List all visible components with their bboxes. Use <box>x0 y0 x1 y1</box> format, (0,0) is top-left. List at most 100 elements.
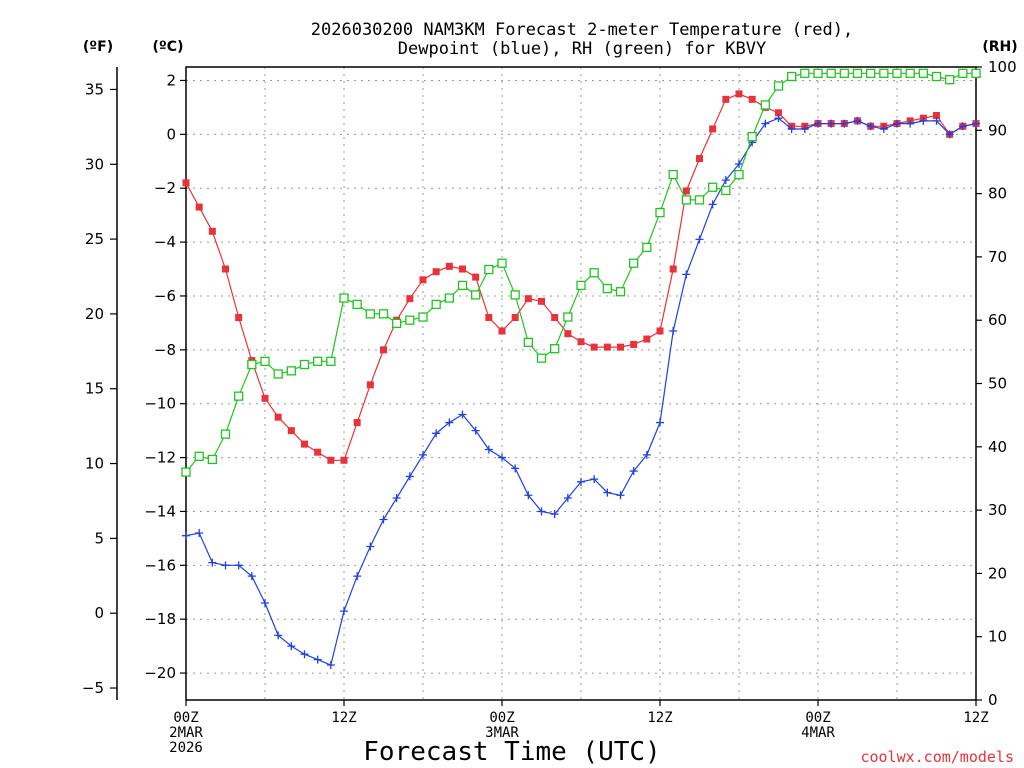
rh-point <box>392 318 402 329</box>
rh-point <box>879 68 889 78</box>
dewpoint-point <box>563 493 572 502</box>
fahrenheit-tick-label: 5 <box>94 529 104 547</box>
temperature-point <box>656 327 664 335</box>
rh-point <box>839 68 849 78</box>
rh-point <box>536 353 547 363</box>
temperature-point <box>551 314 559 322</box>
x-tick-label: 2MAR <box>169 725 203 741</box>
rh-point <box>773 81 784 91</box>
dewpoint-point <box>221 561 230 570</box>
dewpoint-point <box>326 660 335 669</box>
rh-tick-label: 0 <box>988 691 998 709</box>
dewpoint-point <box>234 561 243 570</box>
rh-point <box>352 299 362 310</box>
fahrenheit-unit-label: (ºF) <box>83 39 113 55</box>
dewpoint-point <box>787 124 796 133</box>
rh-point <box>260 356 270 366</box>
temperature-point <box>380 346 387 354</box>
rh-point <box>629 258 639 268</box>
temperature-point <box>669 265 677 273</box>
dewpoint-point <box>353 572 362 581</box>
series-rh <box>181 68 981 477</box>
celsius-tick-label: −20 <box>144 664 176 682</box>
fahrenheit-tick-label: −5 <box>82 679 104 697</box>
rh-point <box>708 182 718 192</box>
rh-point <box>326 356 336 366</box>
temperature-point <box>419 276 427 284</box>
dewpoint-point <box>432 429 441 438</box>
dewpoint-point <box>195 528 204 537</box>
rh-point <box>523 337 533 348</box>
grid-lines <box>186 67 976 700</box>
rh-point <box>958 68 968 78</box>
rh-point <box>813 68 823 78</box>
temperature-point <box>590 343 598 351</box>
rh-point <box>918 68 928 78</box>
dewpoint-point <box>893 119 901 128</box>
dewpoint-point <box>379 515 388 524</box>
rh-point <box>378 309 389 319</box>
temperature-point <box>235 314 243 322</box>
rh-point <box>510 290 520 300</box>
dewpoint-point <box>721 176 730 185</box>
temperature-point <box>643 335 651 343</box>
rh-point <box>826 68 836 78</box>
temperature-point <box>274 413 282 421</box>
x-axis-label: Forecast Time (UTC) <box>363 737 660 767</box>
celsius-tick-label: 2 <box>166 71 176 89</box>
dewpoint-point <box>590 475 599 484</box>
dewpoint-point <box>827 119 836 128</box>
rh-point <box>681 195 691 205</box>
dewpoint-point <box>405 472 414 481</box>
dewpoint-point <box>761 119 770 128</box>
fahrenheit-tick-label: 15 <box>85 380 104 398</box>
rh-tick-label: 100 <box>988 58 1017 76</box>
dewpoint-point <box>392 493 401 502</box>
dewpoint-point <box>300 650 309 659</box>
celsius-tick-label: 0 <box>166 125 176 143</box>
temperature-point <box>287 427 295 435</box>
x-tick-label: 00Z <box>805 710 830 726</box>
dewpoint-point <box>537 507 546 516</box>
rh-point <box>642 242 652 253</box>
dewpoint-point <box>419 450 427 459</box>
temperature-point <box>775 109 782 117</box>
rh-point <box>668 169 678 180</box>
rh-point <box>800 68 810 78</box>
rh-point <box>945 75 955 85</box>
temperature-point <box>340 456 348 464</box>
rh-tick-label: 50 <box>988 375 1007 393</box>
temperature-point <box>261 394 269 402</box>
series-dewpoint <box>182 114 980 669</box>
celsius-tick-label: −12 <box>144 449 176 467</box>
rh-point <box>852 68 863 78</box>
dewpoint-point <box>603 488 612 497</box>
series-line <box>185 72 976 473</box>
celsius-tick-label: −2 <box>154 179 176 197</box>
celsius-tick-label: −6 <box>154 287 176 305</box>
rh-point <box>563 312 573 322</box>
temperature-point <box>577 338 585 346</box>
rh-tick-label: 10 <box>988 628 1007 646</box>
dewpoint-point <box>445 418 454 427</box>
temperature-point <box>682 187 690 195</box>
temperature-point <box>472 273 480 281</box>
rh-point <box>339 293 349 303</box>
temperature-point <box>301 440 308 448</box>
rh-point <box>892 68 902 78</box>
dewpoint-point <box>471 426 480 435</box>
dewpoint-point <box>669 326 678 335</box>
celsius-tick-label: −4 <box>154 233 176 251</box>
rh-point <box>313 356 323 366</box>
dewpoint-point <box>642 450 651 459</box>
rh-point <box>655 207 665 218</box>
rh-point <box>273 369 283 379</box>
rh-point <box>721 185 731 196</box>
rh-point <box>418 312 428 322</box>
rh-point <box>405 315 415 325</box>
rh-tick-label: 90 <box>988 121 1007 139</box>
dewpoint-point <box>616 491 625 500</box>
celsius-tick-label: −16 <box>144 556 176 574</box>
dewpoint-point <box>550 510 559 519</box>
celsius-unit-label: (ºC) <box>153 39 184 55</box>
